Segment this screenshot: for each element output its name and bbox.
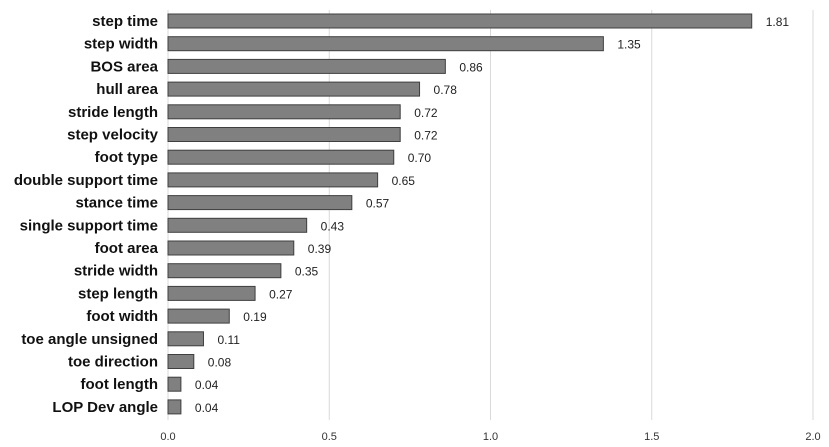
bar: [167, 36, 604, 52]
data-label: 0.72: [414, 106, 438, 120]
bar: [167, 354, 195, 369]
category-label: stance time: [75, 195, 158, 212]
data-label: 1.81: [766, 15, 790, 29]
data-label: 0.78: [434, 83, 458, 97]
bar: [167, 81, 421, 97]
data-label: 0.04: [195, 401, 219, 415]
x-tick-label: 0.0: [160, 431, 175, 443]
bar: [167, 127, 401, 142]
data-label: 0.11: [217, 333, 240, 347]
category-label: BOS area: [90, 58, 158, 75]
category-label: toe angle unsigned: [21, 331, 158, 348]
bar: [167, 217, 308, 233]
bar: [167, 331, 204, 347]
bar: [167, 104, 401, 120]
category-label: foot type: [95, 149, 158, 166]
bar: [167, 285, 256, 301]
category-labels: step time step width BOS area hull area stri…: [14, 13, 159, 416]
data-label: 0.57: [366, 197, 390, 211]
data-label: 0.04: [195, 378, 219, 392]
category-label: step width: [84, 36, 158, 53]
category-label: foot length: [81, 376, 158, 393]
data-label: 0.65: [392, 174, 416, 188]
bar: [167, 240, 295, 256]
category-label: toe direction: [68, 354, 158, 371]
bars: [167, 13, 753, 415]
category-label: foot area: [95, 240, 159, 257]
x-tick-label: 2.0: [805, 431, 820, 443]
category-label: step length: [78, 285, 158, 302]
x-tick-label: 1.0: [483, 431, 498, 443]
category-label: double support time: [14, 172, 158, 189]
bar: [167, 308, 230, 324]
gridlines: [167, 10, 814, 420]
x-axis-ticks: 0.0 0.5 1.0 1.5 2.0: [160, 431, 820, 443]
data-label: 0.43: [321, 219, 345, 233]
data-label: 0.19: [243, 310, 267, 324]
x-tick-label: 1.5: [644, 431, 659, 443]
category-label: single support time: [20, 217, 158, 234]
bar: [167, 376, 182, 392]
bar: [167, 263, 282, 279]
data-label: 0.39: [308, 242, 332, 256]
data-label: 1.35: [617, 38, 641, 52]
value-labels: 1.81 1.35 0.860.78 0.72 0.72 0.70 0.650.57 0.43…: [195, 15, 790, 415]
data-label: 0.08: [208, 356, 232, 370]
category-label: LOP Dev angle: [52, 399, 158, 416]
bar: [167, 399, 182, 415]
bar: [167, 149, 395, 165]
data-label: 0.72: [414, 129, 438, 143]
category-label: step velocity: [67, 127, 159, 144]
bar: [167, 172, 379, 188]
category-label: step time: [92, 13, 158, 30]
bar: [167, 13, 753, 29]
bar: [167, 58, 446, 74]
data-label: 0.35: [295, 265, 319, 279]
data-label: 0.86: [459, 60, 483, 74]
category-label: hull area: [96, 81, 158, 98]
data-label: 0.27: [269, 287, 293, 301]
category-label: foot width: [86, 308, 158, 325]
category-label: stride length: [68, 104, 158, 121]
category-label: stride width: [74, 263, 158, 280]
x-tick-label: 0.5: [322, 431, 337, 443]
bar: [167, 195, 353, 211]
data-label: 0.70: [408, 151, 432, 165]
